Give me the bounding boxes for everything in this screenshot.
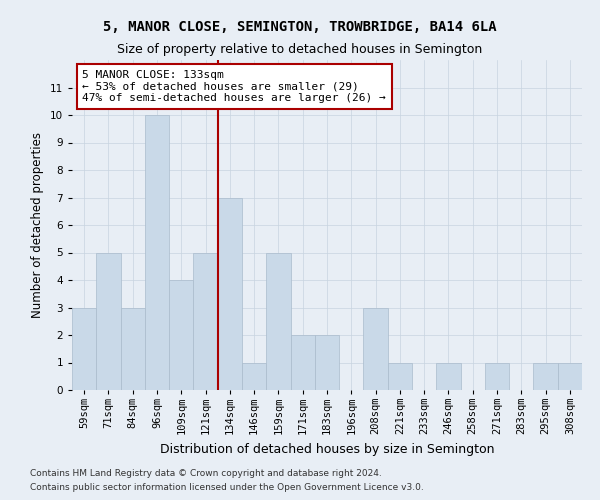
Bar	[72, 308, 96, 390]
Bar	[290, 335, 315, 390]
Text: 5, MANOR CLOSE, SEMINGTON, TROWBRIDGE, BA14 6LA: 5, MANOR CLOSE, SEMINGTON, TROWBRIDGE, B…	[103, 20, 497, 34]
Bar	[96, 252, 121, 390]
Bar	[315, 335, 339, 390]
Bar	[145, 115, 169, 390]
Bar	[436, 362, 461, 390]
Text: 5 MANOR CLOSE: 133sqm
← 53% of detached houses are smaller (29)
47% of semi-deta: 5 MANOR CLOSE: 133sqm ← 53% of detached …	[82, 70, 386, 103]
Text: Contains HM Land Registry data © Crown copyright and database right 2024.: Contains HM Land Registry data © Crown c…	[30, 468, 382, 477]
Text: Size of property relative to detached houses in Semington: Size of property relative to detached ho…	[118, 42, 482, 56]
Bar	[169, 280, 193, 390]
Bar	[364, 308, 388, 390]
Bar	[558, 362, 582, 390]
Bar	[533, 362, 558, 390]
Bar	[121, 308, 145, 390]
Text: Contains public sector information licensed under the Open Government Licence v3: Contains public sector information licen…	[30, 484, 424, 492]
Bar	[218, 198, 242, 390]
Y-axis label: Number of detached properties: Number of detached properties	[31, 132, 44, 318]
X-axis label: Distribution of detached houses by size in Semington: Distribution of detached houses by size …	[160, 443, 494, 456]
Bar	[193, 252, 218, 390]
Bar	[266, 252, 290, 390]
Bar	[388, 362, 412, 390]
Bar	[485, 362, 509, 390]
Bar	[242, 362, 266, 390]
